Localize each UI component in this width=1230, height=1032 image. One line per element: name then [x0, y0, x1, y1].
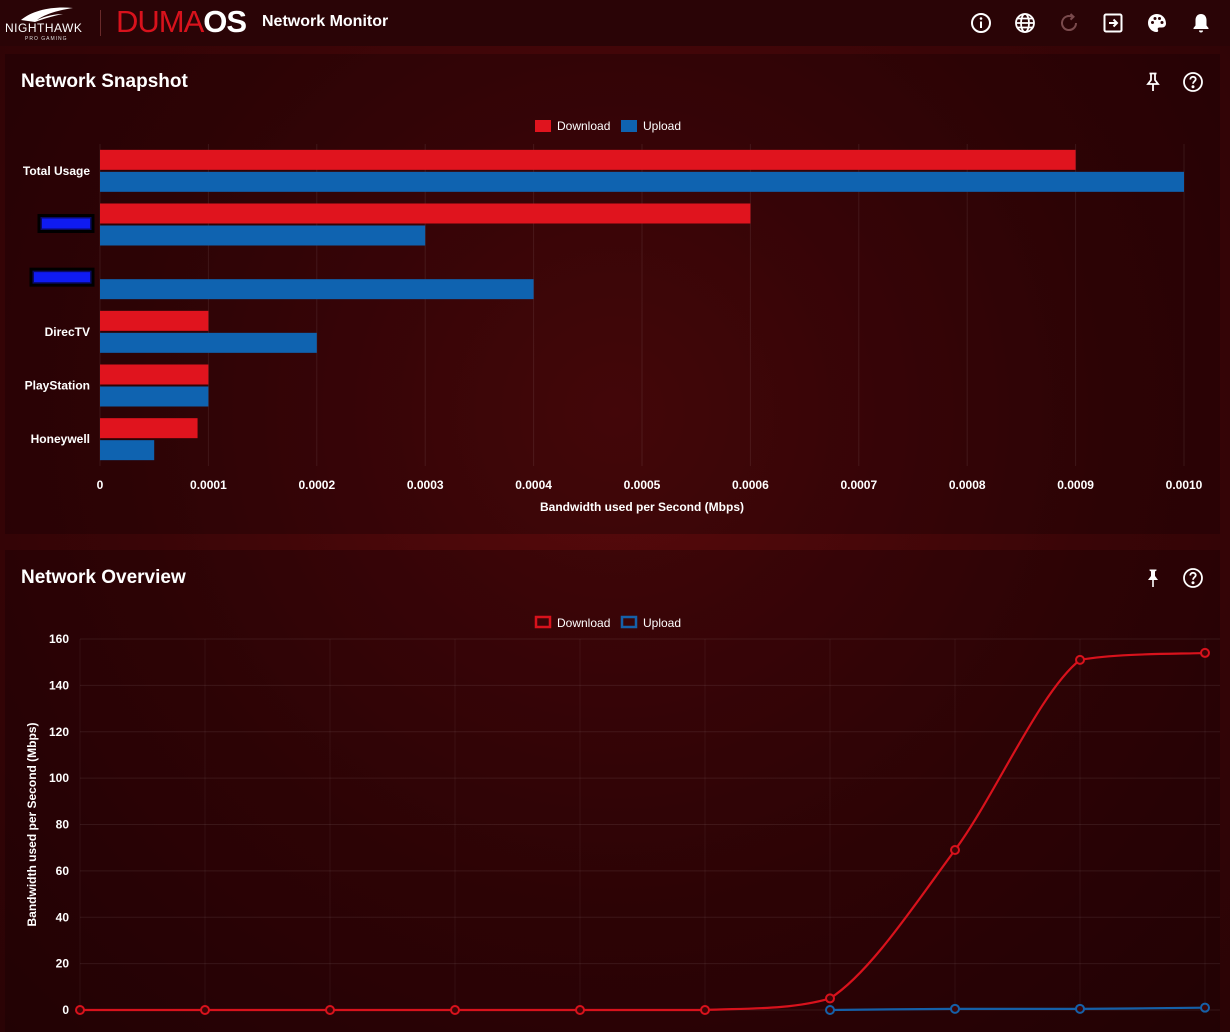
x-tick-label: 0.0005: [624, 478, 661, 492]
category-label: PlayStation: [25, 379, 90, 393]
x-tick-label: 0.0009: [1057, 478, 1094, 492]
brand-text: NIGHTHAWK: [5, 21, 83, 35]
bar-upload: [100, 225, 426, 246]
series-line-download: [79, 651, 1206, 1012]
help-icon[interactable]: [1181, 70, 1205, 94]
data-point-upload: [825, 1005, 835, 1015]
category-label: Total Usage: [23, 164, 90, 178]
globe-icon[interactable]: [1013, 11, 1037, 35]
x-tick-label: 0.0008: [949, 478, 986, 492]
data-point-download: [325, 1005, 335, 1015]
pin-icon[interactable]: [1141, 566, 1165, 590]
legend-label-upload: Upload: [643, 119, 681, 133]
data-point-download: [75, 1005, 85, 1015]
legend-swatch-download: [534, 615, 552, 629]
bar-upload: [100, 332, 317, 353]
refresh-icon[interactable]: [1057, 11, 1081, 35]
chart-legend: Download Upload: [534, 615, 681, 630]
legend-label-download: Download: [557, 616, 610, 630]
data-point-download: [450, 1005, 460, 1015]
nighthawk-wing-icon: [21, 7, 73, 22]
x-tick-label: 0: [97, 478, 104, 492]
y-tick-label: 20: [56, 957, 70, 971]
dumaos-logo: DUMAOS: [116, 4, 247, 40]
legend-swatch-download: [535, 120, 551, 132]
y-axis-title: Bandwidth used per Second (Mbps): [25, 722, 39, 926]
bar-upload: [100, 440, 155, 461]
logo-divider: [100, 10, 101, 36]
x-axis-title: Bandwidth used per Second (Mbps): [540, 500, 744, 514]
data-point-upload: [950, 1003, 960, 1014]
data-point-download: [950, 845, 960, 856]
dumaos-logo-part2: OS: [203, 4, 247, 39]
logout-icon[interactable]: [1101, 11, 1125, 35]
bandwidth-bar-chart: Download Upload 0 0.0001 0.0002 0.0003 0.0004 0…: [23, 119, 1203, 514]
legend-swatch-upload: [620, 615, 638, 629]
info-icon[interactable]: [969, 11, 993, 35]
dumaos-logo-part1: DUMA: [116, 4, 204, 39]
top-bar: NIGHTHAWK PRO GAMING DUMAOS Network Moni…: [0, 0, 1230, 46]
legend-label-download: Download: [557, 119, 610, 133]
data-point-download: [700, 1005, 710, 1015]
series-line-upload: [829, 1006, 1206, 1012]
legend-label-upload: Upload: [643, 616, 681, 630]
bar-upload: [100, 279, 534, 300]
data-point-download: [1075, 654, 1085, 665]
x-tick-label: 0.0002: [298, 478, 335, 492]
data-point-download: [825, 993, 835, 1004]
y-tick-label: 140: [49, 678, 69, 692]
x-tick-label: 0.0010: [1166, 478, 1203, 492]
data-point-upload: [1075, 1003, 1085, 1014]
app-title: Network Monitor: [262, 13, 389, 30]
y-tick-label: 100: [49, 771, 69, 785]
data-point-download: [1200, 647, 1210, 658]
x-tick-label: 0.0004: [515, 478, 552, 492]
category-label: DirecTV: [45, 325, 90, 339]
x-tick-label: 0.0006: [732, 478, 769, 492]
network-snapshot-panel: Network Snapshot Download Upload 0 0.0001 0.…: [5, 54, 1220, 534]
bar-download: [100, 418, 198, 439]
data-point-download: [200, 1005, 210, 1015]
redacted-device-label-fill: [42, 218, 90, 229]
chart-legend: Download Upload: [535, 119, 681, 133]
bar-upload: [100, 386, 209, 407]
y-tick-label: 80: [56, 818, 70, 832]
bell-icon[interactable]: [1189, 11, 1213, 35]
x-tick-label: 0.0001: [190, 478, 227, 492]
category-label: Honeywell: [31, 432, 90, 446]
x-tick-label: 0.0003: [407, 478, 444, 492]
y-tick-label: 160: [49, 632, 69, 646]
data-point-download: [575, 1005, 585, 1015]
y-tick-label: 60: [56, 864, 70, 878]
bar-download: [100, 149, 1076, 170]
bar-upload: [100, 171, 1184, 192]
y-tick-label: 40: [56, 910, 70, 924]
redacted-device-label-fill: [34, 272, 90, 283]
bar-download: [100, 203, 751, 224]
panel-title: Network Overview: [21, 567, 186, 588]
panel-title: Network Snapshot: [21, 71, 188, 92]
bar-download: [100, 364, 209, 385]
palette-icon[interactable]: [1145, 11, 1169, 35]
legend-swatch-upload: [621, 120, 637, 132]
bar-download: [100, 310, 209, 331]
bandwidth-line-chart: Download Upload 0 20 40 60 80 100 120 140 160 Bandw…: [25, 615, 1220, 1017]
pin-icon[interactable]: [1141, 70, 1165, 94]
x-tick-label: 0.0007: [840, 478, 877, 492]
network-overview-panel: Network Overview Download Upload 0 20 40 60 80…: [5, 550, 1220, 1032]
y-tick-label: 120: [49, 725, 69, 739]
brand-subtext: PRO GAMING: [25, 36, 68, 42]
help-icon[interactable]: [1181, 566, 1205, 590]
data-point-upload: [1200, 1002, 1210, 1013]
y-tick-label: 0: [62, 1003, 69, 1017]
nighthawk-logo[interactable]: NIGHTHAWK PRO GAMING: [5, 6, 85, 42]
